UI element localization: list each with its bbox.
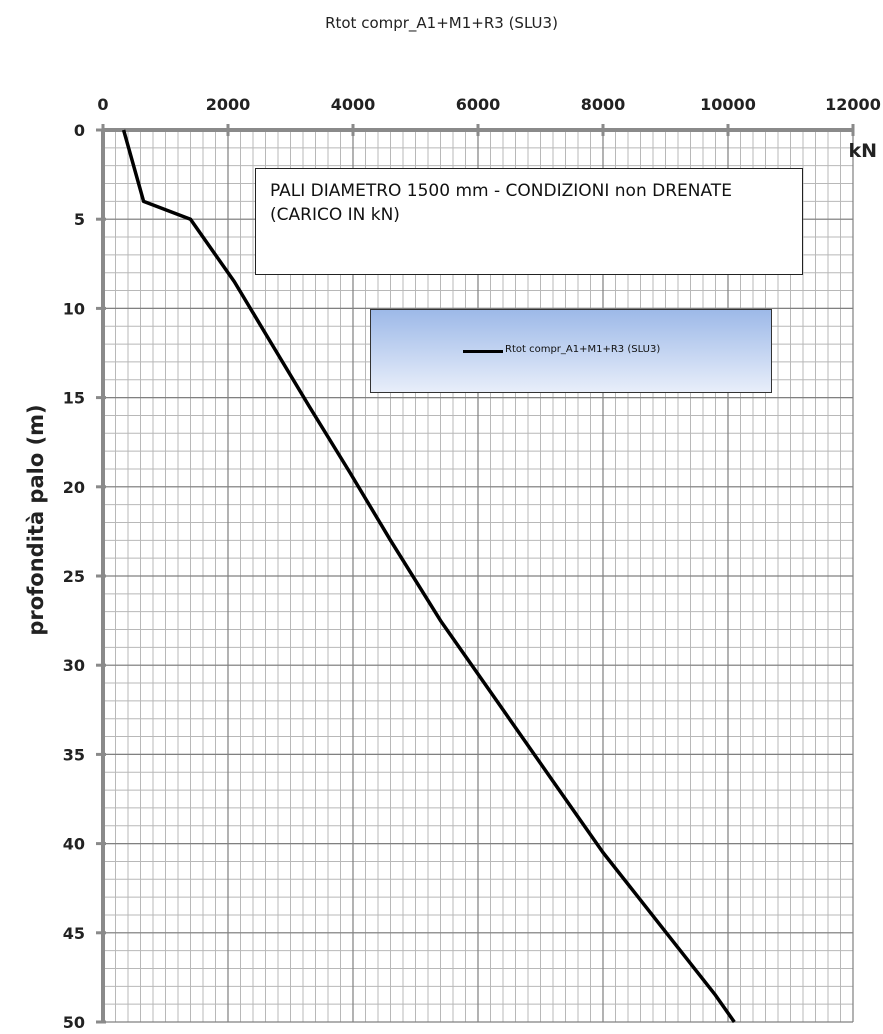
y-tick-label: 10: [63, 299, 85, 318]
x-tick-label: 6000: [456, 95, 501, 114]
y-axis-label: profondità palo (m): [24, 404, 48, 636]
x-tick-label: 12000: [825, 95, 881, 114]
x-tick-label: 10000: [700, 95, 756, 114]
legend-label: Rtot compr_A1+M1+R3 (SLU3): [505, 344, 661, 355]
y-tick-label: 20: [63, 478, 85, 497]
x-axis-label: kN: [848, 140, 877, 162]
y-tick-label: 5: [74, 210, 85, 229]
x-tick-label: 8000: [581, 95, 626, 114]
y-tick-label: 25: [63, 567, 85, 586]
x-tick-label: 0: [97, 95, 108, 114]
legend-swatch: [463, 350, 503, 353]
y-tick-label: 35: [63, 745, 85, 764]
y-tick-label: 40: [63, 835, 85, 854]
x-tick-label: 4000: [331, 95, 376, 114]
y-tick-label: 45: [63, 924, 85, 943]
x-tick-label: 2000: [206, 95, 251, 114]
y-tick-label: 50: [63, 1013, 85, 1032]
y-tick-label: 0: [74, 121, 85, 140]
series-line: [121, 129, 736, 1024]
y-tick-label: 30: [63, 656, 85, 675]
legend: Rtot compr_A1+M1+R3 (SLU3): [370, 309, 772, 393]
annotation-box: PALI DIAMETRO 1500 mm - CONDIZIONI non D…: [255, 168, 803, 275]
chart-title: Rtot compr_A1+M1+R3 (SLU3): [325, 14, 558, 32]
y-tick-label: 15: [63, 389, 85, 408]
